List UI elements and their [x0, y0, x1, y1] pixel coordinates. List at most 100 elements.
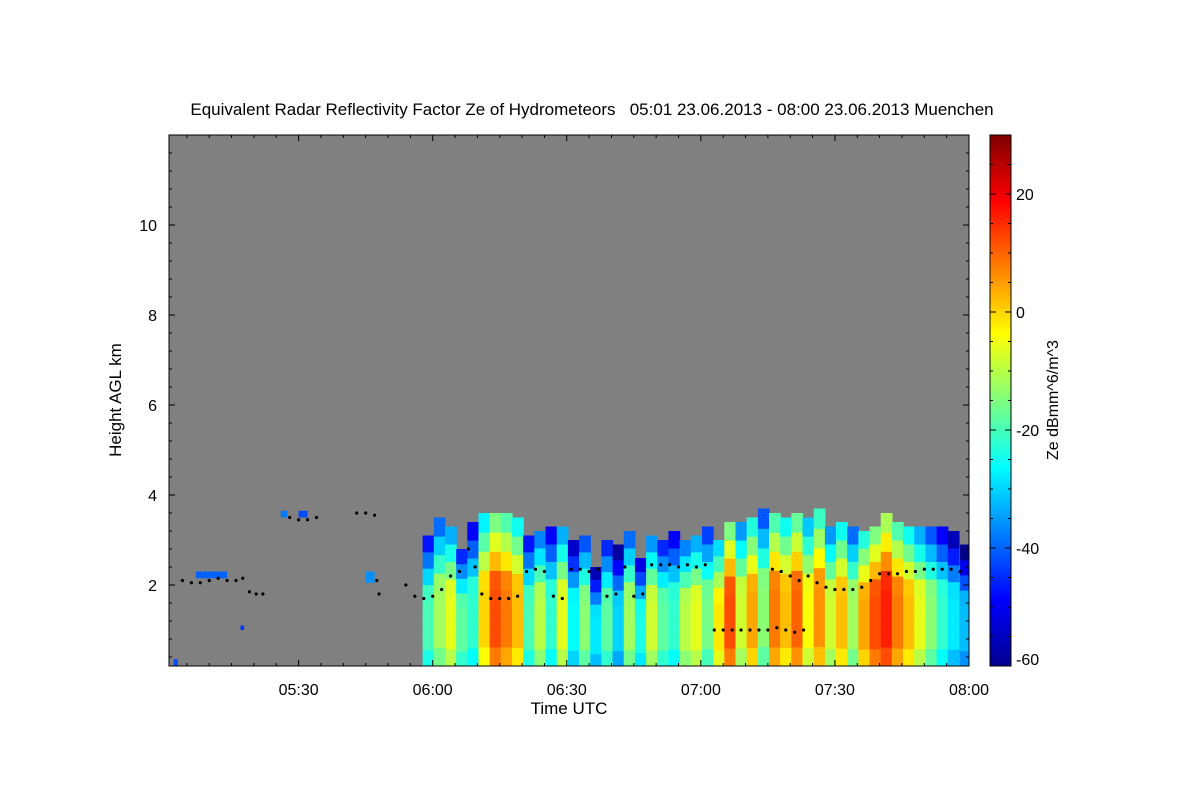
echo-cell — [556, 613, 569, 632]
cloud-base-point — [516, 594, 520, 598]
echo-cell — [422, 584, 435, 602]
echo-cell — [925, 596, 938, 615]
x-axis-label: Time UTC — [531, 699, 608, 718]
echo-cell — [623, 531, 636, 549]
echo-cell — [891, 576, 904, 595]
echo-cell — [947, 615, 960, 633]
echo-cell — [567, 618, 580, 636]
echo-cell — [824, 578, 837, 597]
echo-cell — [713, 650, 725, 666]
echo-cell — [925, 631, 938, 650]
echo-cell — [657, 603, 670, 620]
cloud-base-point — [788, 574, 792, 578]
echo-cell — [735, 522, 748, 541]
echo-cell — [880, 513, 893, 533]
echo-cell — [634, 585, 647, 600]
echo-cell — [523, 617, 535, 634]
echo-cell — [456, 622, 468, 638]
echo-cell — [444, 631, 457, 650]
cloud-base-point — [473, 565, 477, 569]
cloud-base-point — [551, 594, 555, 598]
y-tick-label: 10 — [139, 218, 157, 235]
echo-cell — [545, 526, 558, 545]
echo-cell — [914, 543, 927, 562]
cloud-base-point — [779, 569, 783, 574]
echo-cell — [601, 555, 614, 573]
echo-cell — [701, 526, 714, 545]
echo-cell — [858, 615, 871, 633]
echo-cell — [646, 600, 658, 618]
echo-cell — [500, 646, 513, 666]
colorbar-tick-label: -20 — [1016, 423, 1039, 440]
echo-cell — [534, 615, 547, 633]
echo-cell — [634, 625, 647, 640]
echo-cell — [869, 543, 882, 562]
echo-cell — [735, 612, 748, 631]
echo-cell — [914, 526, 927, 545]
echo-cell — [433, 591, 446, 611]
echo-cell — [824, 613, 837, 632]
cloud-base-point — [757, 628, 761, 632]
echo-cell — [824, 561, 837, 580]
echo-cell — [478, 513, 491, 533]
echo-cell — [847, 648, 859, 666]
echo-cell — [422, 633, 435, 651]
echo-cell — [858, 547, 871, 566]
echo-cell — [769, 551, 781, 571]
echo-cell — [914, 613, 927, 632]
echo-cell — [802, 573, 815, 593]
y-tick-label: 2 — [148, 578, 157, 595]
echo-cell — [567, 540, 580, 557]
cloud-base-point — [730, 628, 734, 632]
echo-cell — [512, 628, 524, 649]
echo-cell — [960, 635, 969, 652]
colorbar-tick-label: 0 — [1016, 305, 1025, 322]
echo-cell — [903, 578, 915, 597]
y-axis-label: Height AGL km — [106, 343, 125, 457]
echo-cell — [802, 554, 815, 574]
echo-cell — [847, 613, 859, 632]
echo-cell — [601, 634, 614, 651]
echo-cell — [724, 576, 737, 595]
echo-cell — [456, 592, 468, 609]
echo-cell — [847, 596, 859, 615]
echo-cell — [545, 631, 558, 650]
echo-cell — [690, 649, 703, 666]
cloud-base-point — [703, 563, 707, 567]
cloud-base-point — [297, 518, 301, 522]
echo-cell — [802, 628, 815, 649]
echo-cell — [836, 594, 848, 613]
echo-cell — [646, 584, 658, 602]
cloud-base-point — [793, 630, 797, 634]
echo-cell — [880, 570, 893, 591]
cloud-base-point — [833, 587, 837, 592]
echo-cell — [869, 613, 882, 632]
echo-cell — [813, 547, 826, 569]
cloud-base-point — [198, 581, 202, 585]
echo-cell — [634, 612, 647, 627]
echo-cell — [422, 600, 435, 618]
echo-cell — [500, 532, 513, 552]
cloud-base-point — [712, 628, 716, 632]
echo-cell — [757, 508, 770, 529]
echo-cell — [903, 561, 915, 580]
echo-cell — [869, 578, 882, 597]
isolated-echo — [240, 625, 245, 630]
echo-cell — [869, 526, 882, 545]
echo-cell — [701, 648, 714, 666]
echo-cell — [444, 648, 457, 666]
echo-cell — [489, 589, 502, 610]
echo-cell — [567, 650, 580, 666]
echo-cell — [757, 626, 770, 647]
echo-cell — [668, 531, 681, 549]
echo-cell — [858, 564, 871, 583]
echo-cell — [746, 591, 759, 611]
cloud-base-point — [364, 511, 368, 515]
cloud-base-point — [842, 587, 846, 592]
echo-cell — [757, 587, 770, 608]
echo-cell — [646, 633, 658, 651]
echo-cell — [433, 647, 446, 666]
echo-cell — [422, 649, 435, 666]
